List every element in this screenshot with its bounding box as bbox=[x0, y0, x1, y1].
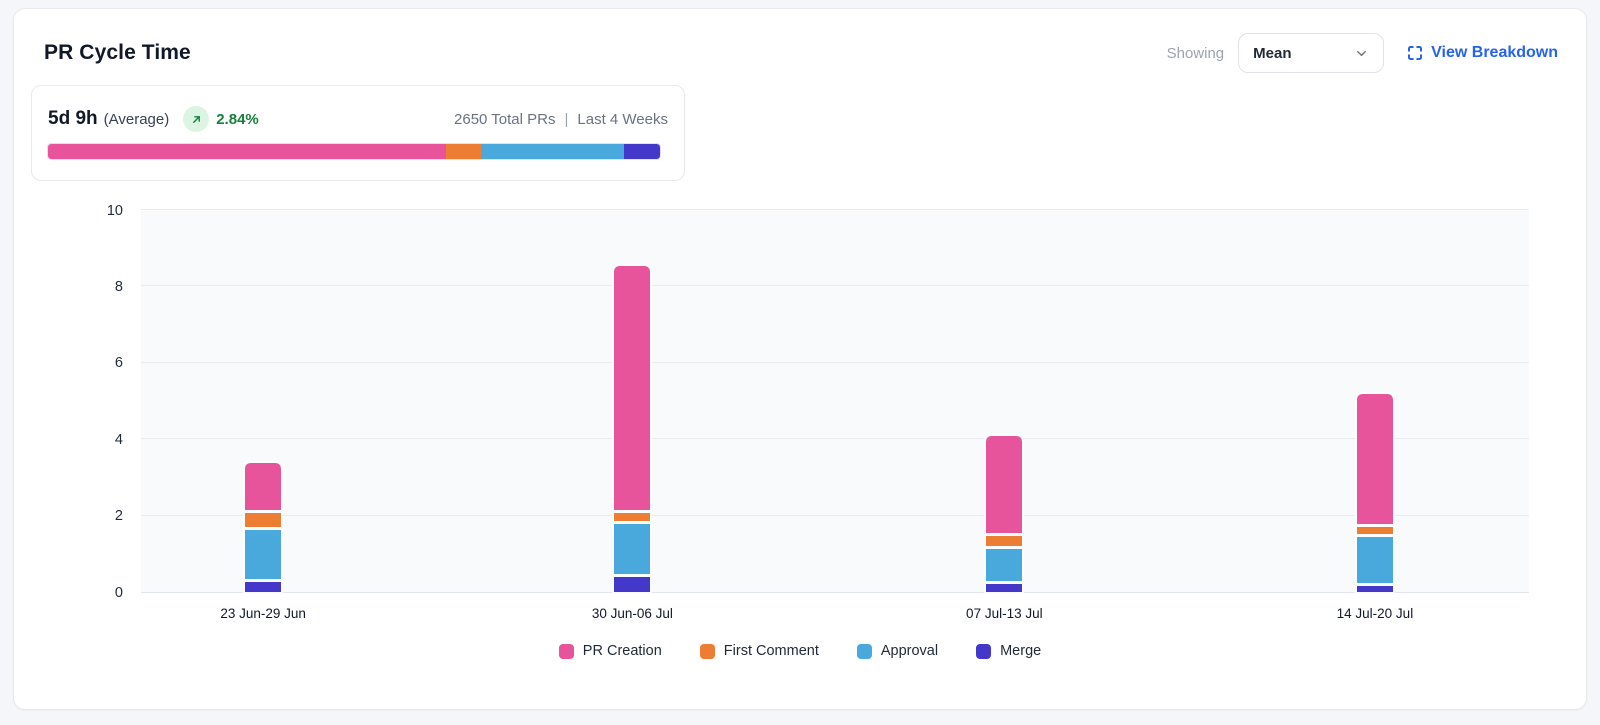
gridline-y-10 bbox=[141, 209, 1529, 210]
expand-icon bbox=[1406, 44, 1424, 62]
chevron-down-icon bbox=[1354, 46, 1369, 61]
bar-segment-merge[interactable] bbox=[1354, 584, 1395, 594]
y-axis-tick-8: 8 bbox=[114, 278, 123, 295]
distribution-segment-first-comment bbox=[446, 144, 481, 159]
x-axis-label-2: 30 Jun-06 Jul bbox=[591, 606, 673, 621]
legend-swatch-icon bbox=[699, 643, 715, 659]
cycle-distribution-bar bbox=[47, 143, 661, 160]
bar-segment-first-comment[interactable] bbox=[1354, 524, 1395, 537]
bar-segment-approval[interactable] bbox=[612, 522, 653, 576]
x-axis-label-3: 07 Jul-13 Jul bbox=[966, 606, 1043, 621]
legend-swatch-icon bbox=[856, 643, 872, 659]
period-label: Last 4 Weeks bbox=[577, 110, 668, 128]
y-axis-tick-6: 6 bbox=[114, 355, 123, 372]
y-axis-tick-0: 0 bbox=[114, 584, 123, 601]
bar-segment-first-comment[interactable] bbox=[243, 511, 284, 529]
pr-cycle-chart-plot: 0 2 4 6 8 10 23 Jun-29 Jun 30 Jun-06 Jul 07 Jul-… bbox=[107, 203, 1529, 621]
metric-dropdown-value: Mean bbox=[1253, 44, 1292, 62]
y-axis-tick-4: 4 bbox=[114, 431, 123, 448]
header-controls: Showing Mean View Breakdown bbox=[1167, 33, 1558, 73]
distribution-segment-approval bbox=[480, 144, 624, 159]
total-prs-label: 2650 Total PRs bbox=[454, 110, 556, 128]
bar-segment-merge[interactable] bbox=[612, 574, 653, 595]
legend-label: First Comment bbox=[723, 643, 819, 659]
legend-item-approval[interactable]: Approval bbox=[856, 643, 939, 659]
average-label: (Average) bbox=[103, 110, 170, 128]
stacked-bar-30-jun-06-jul[interactable] bbox=[612, 263, 653, 595]
bar-segment-pr-creation[interactable] bbox=[984, 433, 1025, 536]
y-axis-tick-2: 2 bbox=[114, 508, 123, 525]
legend-swatch-icon bbox=[976, 643, 992, 659]
distribution-segment-merge bbox=[623, 144, 660, 159]
trend-up-icon bbox=[183, 106, 210, 132]
bar-segment-pr-creation[interactable] bbox=[243, 460, 284, 513]
x-axis-label-4: 14 Jul-20 Jul bbox=[1336, 606, 1414, 621]
bar-segment-merge[interactable] bbox=[243, 580, 284, 594]
metric-dropdown[interactable]: Mean bbox=[1238, 33, 1385, 73]
pr-cycle-time-panel: PR Cycle Time Showing Mean View Breakdow… bbox=[13, 8, 1587, 710]
bar-segment-pr-creation[interactable] bbox=[1354, 391, 1395, 526]
legend-label: Approval bbox=[880, 643, 939, 659]
bar-segment-merge[interactable] bbox=[984, 582, 1025, 594]
summary-meta: 2650 Total PRs | Last 4 Weeks bbox=[454, 111, 668, 128]
stacked-bar-07-jul-13-jul[interactable] bbox=[984, 433, 1025, 594]
summary-card: 5d 9h (Average) 2.84% 2650 Total PRs | L… bbox=[31, 85, 685, 181]
gridline-y-4 bbox=[141, 438, 1529, 440]
legend-item-merge[interactable]: Merge bbox=[976, 643, 1041, 659]
bar-segment-pr-creation[interactable] bbox=[612, 263, 653, 513]
legend-item-first-comment[interactable]: First Comment bbox=[699, 643, 819, 659]
bar-segment-first-comment[interactable] bbox=[612, 511, 653, 523]
showing-label: Showing bbox=[1166, 44, 1225, 62]
distribution-segment-pr-creation bbox=[48, 144, 447, 159]
legend-swatch-icon bbox=[558, 643, 574, 659]
x-axis-label-1: 23 Jun-29 Jun bbox=[220, 606, 306, 621]
meta-divider: | bbox=[564, 110, 569, 128]
bar-segment-approval[interactable] bbox=[243, 527, 284, 582]
legend-label: PR Creation bbox=[582, 643, 662, 659]
gridline-y-6 bbox=[141, 361, 1529, 363]
summary-top-row: 5d 9h (Average) 2.84% 2650 Total PRs | L… bbox=[48, 106, 668, 132]
stacked-bar-14-jul-20-jul[interactable] bbox=[1354, 391, 1395, 594]
y-axis-tick-10: 10 bbox=[106, 202, 123, 219]
bar-segment-first-comment[interactable] bbox=[984, 534, 1025, 548]
trend-percentage: 2.84% bbox=[216, 110, 259, 128]
gridline-y-2 bbox=[141, 514, 1529, 516]
bar-segment-approval[interactable] bbox=[1354, 535, 1395, 586]
page-title: PR Cycle Time bbox=[44, 41, 191, 64]
legend-label: Merge bbox=[1000, 643, 1042, 659]
panel-header: PR Cycle Time Showing Mean View Breakdow… bbox=[44, 33, 1558, 73]
stacked-bar-23-jun-29-jun[interactable] bbox=[243, 460, 284, 594]
view-breakdown-label: View Breakdown bbox=[1431, 44, 1558, 61]
average-cycle-time-value: 5d 9h bbox=[48, 108, 98, 129]
legend-item-pr-creation[interactable]: PR Creation bbox=[558, 643, 662, 659]
bar-segment-approval[interactable] bbox=[984, 546, 1025, 584]
view-breakdown-link[interactable]: View Breakdown bbox=[1406, 44, 1558, 62]
chart-legend: PR Creation First Comment Approval Merge bbox=[14, 643, 1586, 659]
gridline-y-8 bbox=[141, 285, 1529, 287]
